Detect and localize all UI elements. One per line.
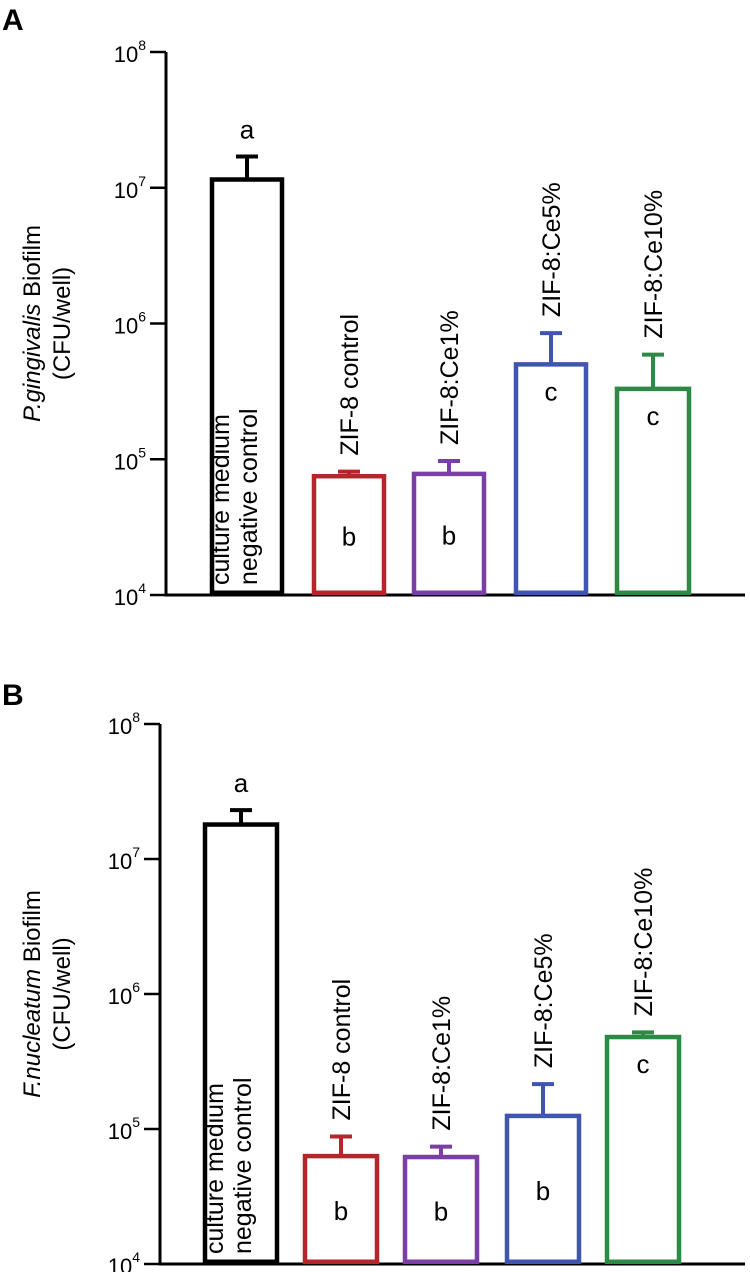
significance-letter: c (637, 1049, 650, 1079)
y-tick-label: 108 (108, 709, 140, 739)
bar-category-label: ZIF-8:Ce1% (436, 310, 464, 445)
y-tick-label: 106 (108, 979, 140, 1009)
y-axis-units: (CFU/well) (49, 267, 76, 380)
bar-category-label: ZIF-8:Ce10% (630, 868, 658, 1017)
y-tick-label: 104 (108, 1249, 140, 1272)
bar (604, 1034, 682, 1265)
bar (202, 822, 280, 1264)
significance-letter: b (536, 1176, 550, 1206)
bar-category-label: culture medium (201, 1083, 229, 1254)
bar-category-label: ZIF-8:Ce5% (530, 933, 558, 1068)
bar-category-label: negative control (235, 408, 263, 585)
bar (302, 1153, 380, 1264)
chart-panel-b: B 108 107 106 105 104 F.nucleatum Biofilm(CFU/… (2, 679, 745, 1272)
bar-category-label: culture medium (207, 414, 235, 585)
significance-letter: b (342, 522, 356, 552)
significance-letter: c (647, 401, 660, 431)
y-axis-label: P.gingivalis Biofilm (19, 225, 46, 422)
bar-category-label: ZIF-8:Ce1% (428, 996, 456, 1131)
y-tick-label: 104 (114, 580, 146, 610)
bar (411, 471, 487, 596)
bar-category-label: ZIF-8:Ce5% (538, 182, 566, 317)
significance-letter: a (240, 114, 255, 144)
bar-category-label: ZIF-8 control (336, 314, 364, 456)
bar-category-label: ZIF-8 control (328, 979, 356, 1121)
y-tick-label: 107 (108, 844, 140, 874)
y-axis-units: (CFU/well) (49, 937, 76, 1050)
y-tick-label: 105 (108, 1114, 140, 1144)
significance-letter: b (434, 1197, 448, 1227)
significance-letter: c (545, 376, 558, 406)
significance-letter: a (234, 768, 249, 798)
bar (504, 1113, 582, 1264)
panel-letter: B (2, 679, 24, 712)
bar-category-label: ZIF-8:Ce10% (640, 190, 668, 339)
bar (513, 362, 589, 595)
y-tick-label: 106 (114, 309, 146, 339)
y-tick-label: 108 (114, 37, 146, 67)
bar (311, 473, 387, 595)
significance-letter: b (442, 520, 456, 550)
chart-panel-a: A 108 107 106 105 104 P.gingivalis Biofilm(CFU… (2, 4, 745, 610)
y-axis-label: F.nucleatum Biofilm (19, 890, 46, 1098)
y-tick-label: 107 (114, 173, 146, 203)
bar-category-label: negative control (229, 1077, 257, 1254)
y-tick-label: 105 (114, 444, 146, 474)
bar (209, 177, 285, 596)
bar (402, 1154, 480, 1264)
significance-letter: b (334, 1196, 348, 1226)
bar (614, 386, 692, 595)
panel-letter: A (2, 4, 24, 37)
